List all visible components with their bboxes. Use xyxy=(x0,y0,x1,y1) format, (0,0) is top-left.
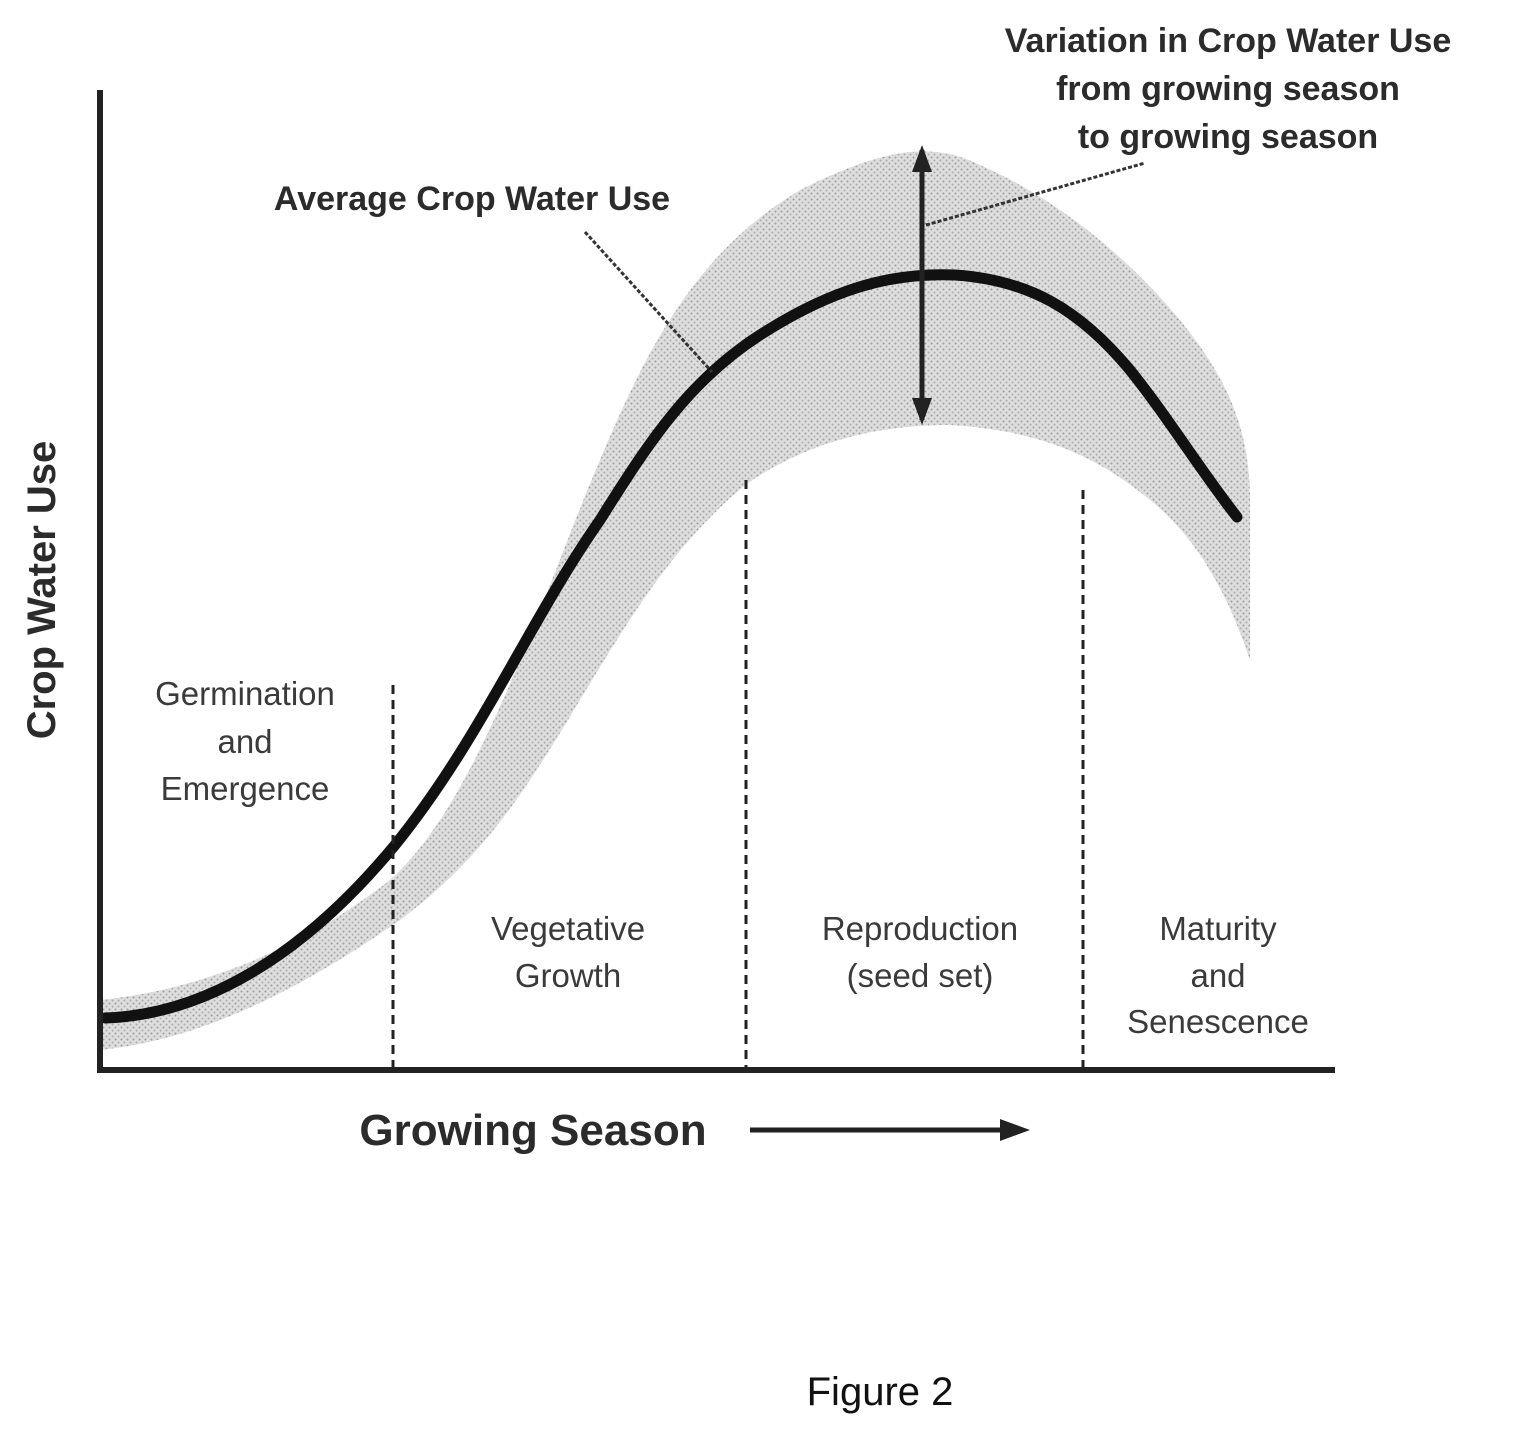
figure-caption: Figure 2 xyxy=(807,1370,954,1414)
stage-label-maturity-2: and xyxy=(1190,957,1245,994)
variation-arrow-bottom-head xyxy=(912,398,932,425)
stage-label-germination-2: and xyxy=(217,723,272,760)
average-label: Average Crop Water Use xyxy=(274,180,670,218)
variation-label-line-2: from growing season xyxy=(1056,70,1400,108)
variation-label-line-3: to growing season xyxy=(1078,118,1378,156)
stage-label-maturity-3: Senescence xyxy=(1127,1003,1309,1040)
stage-label-vegetative-2: Growth xyxy=(515,957,621,994)
variation-label-line-1: Variation in Crop Water Use xyxy=(1005,22,1452,60)
stage-label-reproduction-1: Reproduction xyxy=(822,910,1018,947)
variation-band xyxy=(100,151,1250,1050)
variation-arrow-top-head xyxy=(912,145,932,172)
variation-leader-line xyxy=(925,161,1146,227)
x-axis-label: Growing Season xyxy=(359,1106,706,1155)
growing-season-arrowhead xyxy=(1000,1119,1030,1141)
y-axis-label: Crop Water Use xyxy=(20,441,64,740)
stage-label-reproduction-2: (seed set) xyxy=(847,957,994,994)
stage-label-germination-3: Emergence xyxy=(161,770,330,807)
stage-label-germination-1: Germination xyxy=(155,675,335,712)
stage-label-maturity-1: Maturity xyxy=(1159,910,1277,947)
average-curve xyxy=(99,269,1243,1024)
stage-label-vegetative-1: Vegetative xyxy=(491,910,645,947)
average-leader-line xyxy=(583,230,714,374)
